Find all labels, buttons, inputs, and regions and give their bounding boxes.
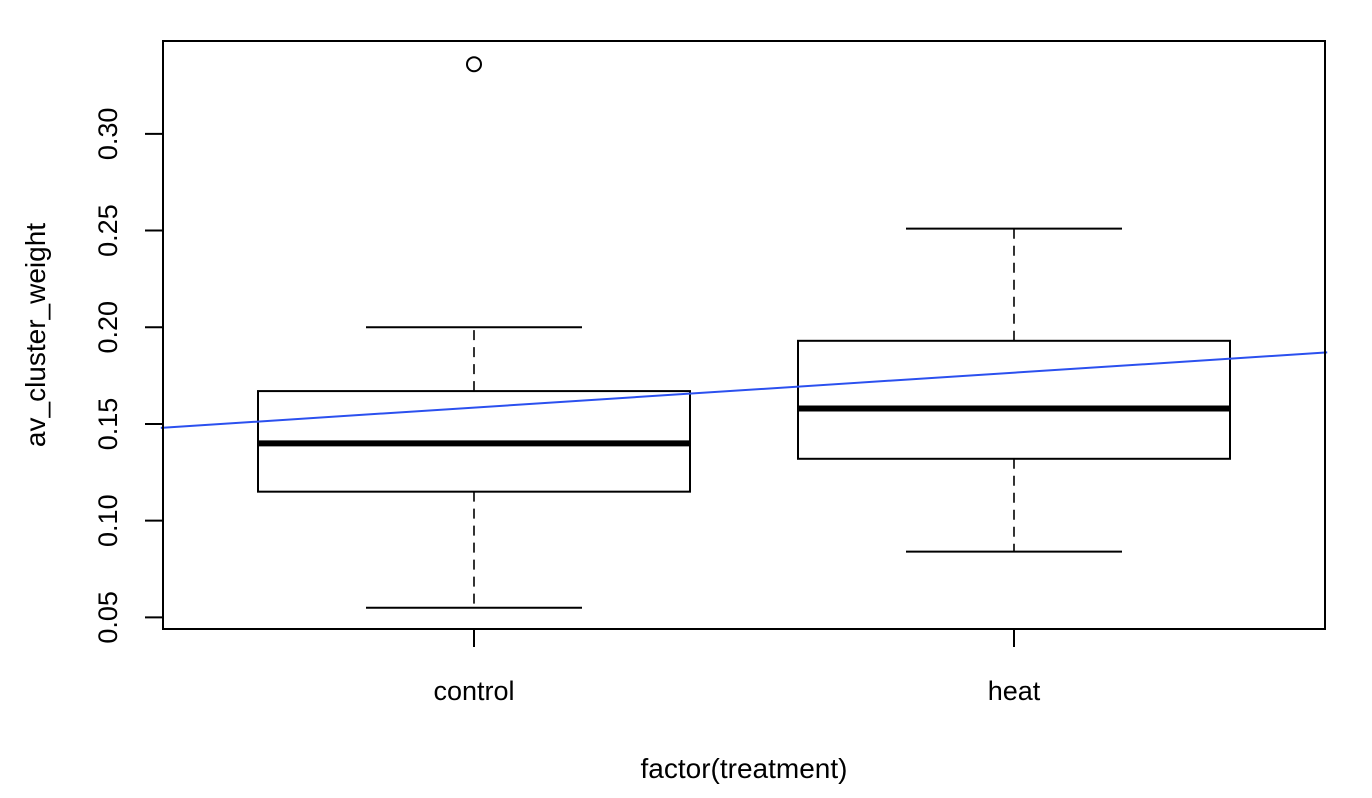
boxes [257, 56, 1231, 609]
y-axis-label: av_cluster_weight [20, 223, 51, 447]
plot-frame [162, 40, 1326, 630]
plot-area [160, 40, 1328, 630]
box-control [257, 56, 691, 609]
y-tick-label: 0.05 [93, 591, 123, 644]
y-tick-label: 0.30 [93, 108, 123, 161]
y-tick-label: 0.15 [93, 398, 123, 451]
box-iqr [797, 339, 1231, 460]
y-tick-label: 0.10 [93, 494, 123, 547]
trend-line [160, 351, 1328, 429]
y-tick-label: 0.25 [93, 204, 123, 257]
box-heat [797, 227, 1231, 553]
x-tick-label: control [433, 676, 514, 706]
y-tick-label: 0.20 [93, 301, 123, 354]
x-axis-label: factor(treatment) [641, 753, 848, 784]
y-axis: 0.05 0.10 0.15 0.20 0.25 0.30 [93, 108, 163, 644]
x-tick-label: heat [988, 676, 1041, 706]
x-axis: control heat [433, 629, 1041, 706]
outlier-point [466, 56, 482, 73]
